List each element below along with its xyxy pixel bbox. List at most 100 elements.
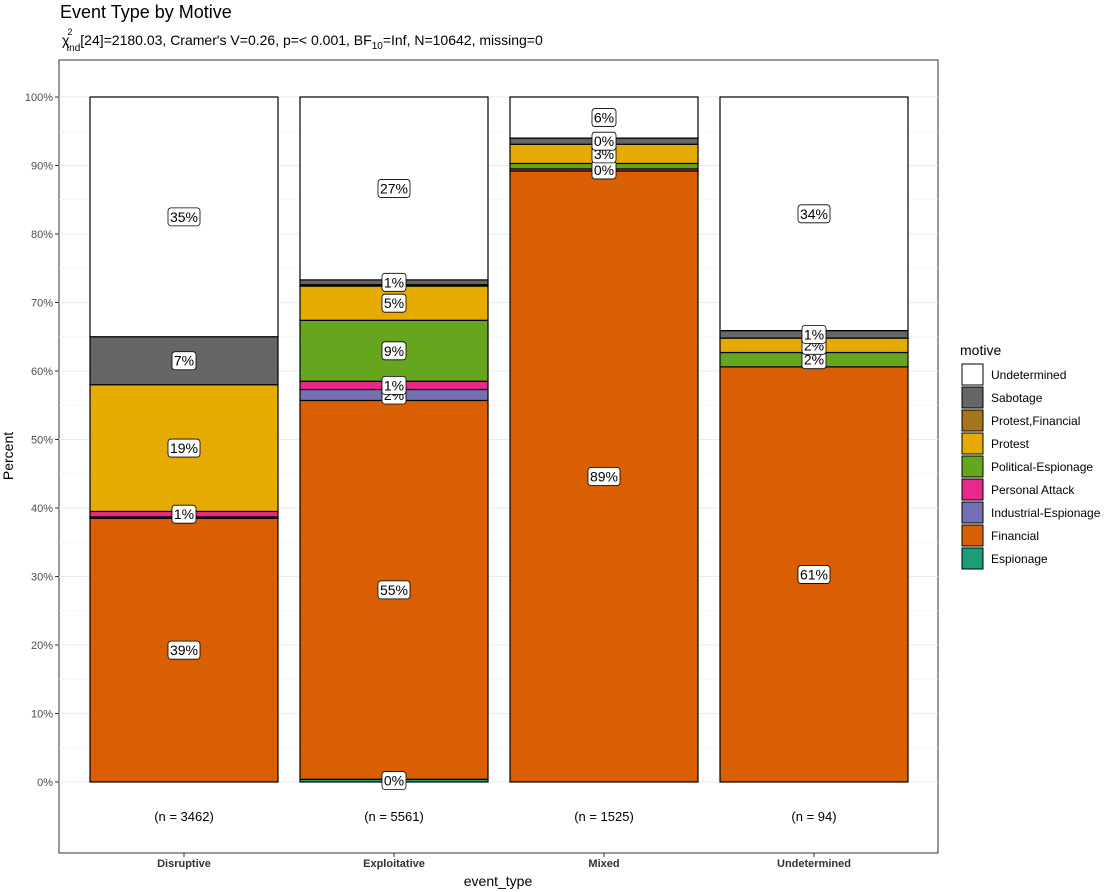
value-label: 1% [801,324,827,344]
value-label: 1% [381,375,407,395]
legend-item: Financial [961,524,1039,547]
value-label: 89% [587,467,621,486]
subtitle-chi-sup: 2 [67,27,72,37]
legend-item: Political-Espionage [961,455,1093,478]
value-label-text: 9% [384,343,404,359]
legend-label: Sabotage [991,391,1043,405]
legend-label: Protest [991,437,1030,451]
value-label: 19% [167,438,201,458]
count-label: (n = 94) [791,809,836,824]
value-label: 2% [801,350,827,370]
value-label-text: 5% [384,295,404,311]
value-label: 61% [797,565,831,584]
value-label-text: 35% [170,209,198,225]
value-label-text: 1% [804,326,824,342]
count-label: (n = 1525) [574,809,634,824]
subtitle-chi: χ [62,32,70,48]
value-label: 1% [381,272,407,292]
value-label-box [381,272,407,292]
value-label: 9% [381,341,407,361]
legend-key [961,432,984,455]
x-tick-label: Disruptive [157,858,211,870]
count-label: (n = 3462) [154,809,214,824]
value-label: 0% [591,160,617,180]
legend-key [961,501,984,524]
value-labels: 39%1%19%7%35%0%55%2%1%9%5%1%27%89%0%3%0%… [167,108,831,791]
legend-key [961,363,984,386]
legend-item: Undetermined [961,363,1066,386]
legend-key [961,386,984,409]
y-tick-label: 50% [31,435,53,447]
legend-label: Undetermined [991,368,1066,382]
value-label-box [797,565,831,584]
chart-title: Event Type by Motive [60,2,232,22]
value-label: 35% [167,207,201,227]
y-axis: 0% 10% 20% 30% 40% 50% 60% 70% 80% 90% 100% [25,92,59,789]
x-tick-label: Exploitative [363,858,425,870]
legend-key [961,547,984,570]
legend-item: Protest [961,432,1030,455]
value-label-box [167,438,201,458]
value-label-text: 0% [384,773,404,789]
value-label-text: 0% [594,162,614,178]
value-label: 0% [591,131,617,151]
legend-label: Industrial-Espionage [991,506,1101,520]
value-label: 6% [591,108,617,127]
value-label-box [377,580,411,600]
value-label: 5% [381,293,407,313]
y-tick-label: 80% [31,229,53,241]
x-axis: Disruptive Exploitative Mixed Undetermined [157,853,851,870]
value-label-text: 39% [170,642,198,658]
legend-item: Espionage [961,547,1048,570]
x-axis-title: event_type [464,873,533,889]
y-tick-label: 30% [31,572,53,584]
value-label-box [381,771,407,791]
value-label-box [167,207,201,227]
legend-title: motive [960,342,1001,358]
value-label-box [377,179,411,198]
value-label-text: 2% [804,352,824,368]
value-label-text: 55% [380,582,408,598]
value-label-text: 1% [384,377,404,393]
subtitle-stats-rest: =Inf, N=10642, missing=0 [383,32,543,48]
value-label-box [381,293,407,313]
value-label-box [381,341,407,361]
value-label-text: 19% [170,440,198,456]
value-label-text: 1% [384,274,404,290]
legend-item: Personal Attack [961,478,1075,501]
value-label-box [167,640,201,660]
legend: motive Undetermined Sabotage Protest,Finan… [960,342,1101,570]
value-label-text: 89% [590,468,618,484]
legend-item: Sabotage [961,386,1043,409]
x-tick-label: Mixed [588,858,619,870]
value-label: 27% [377,179,411,198]
subtitle-stats: [24]=2180.03, Cramer's V=0.26, p=< 0.001… [80,32,371,48]
count-labels: (n = 3462) (n = 5561) (n = 1525) (n = 94) [154,809,836,824]
y-tick-label: 40% [31,503,53,515]
legend-label: Espionage [991,552,1048,566]
value-label-text: 61% [800,566,828,582]
value-label-box [587,467,621,486]
subtitle-chi-sub: Ind [66,43,80,54]
value-label: 34% [797,204,831,224]
value-label: 7% [171,351,197,371]
legend-label: Personal Attack [991,483,1075,497]
legend-label: Protest,Financial [991,414,1080,428]
value-label-box [591,108,617,127]
y-tick-label: 20% [31,640,53,652]
value-label: 1% [171,504,197,524]
value-label-text: 6% [594,110,614,126]
value-label-box [171,504,197,524]
value-label-box [171,351,197,371]
y-tick-label: 90% [31,161,53,173]
count-label: (n = 5561) [364,809,424,824]
value-label: 39% [167,640,201,660]
y-tick-label: 100% [25,92,53,104]
y-tick-label: 70% [31,298,53,310]
value-label-text: 1% [174,506,194,522]
value-label-text: 27% [380,180,408,196]
legend-item: Industrial-Espionage [961,501,1101,524]
chart-subtitle: χ2 Ind[24]=2180.03, Cramer's V=0.26, p=< … [62,27,543,54]
value-label-box [591,131,617,151]
